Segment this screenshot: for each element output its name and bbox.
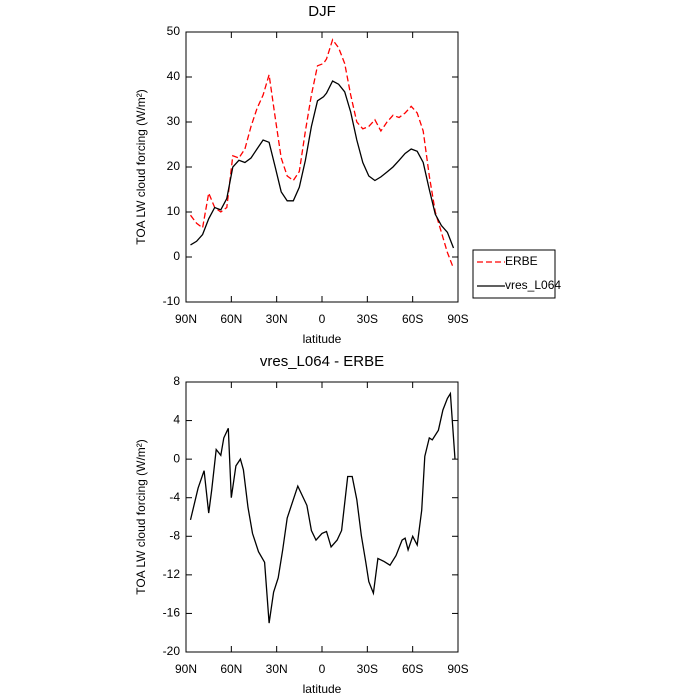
y-tick-label: 50: [167, 24, 181, 38]
x-axis-label: latitude: [303, 682, 342, 696]
x-tick-label: 30N: [266, 662, 288, 676]
x-tick-label: 90N: [175, 662, 197, 676]
x-tick-label: 60S: [402, 662, 423, 676]
data-line: [190, 80, 455, 249]
plot-frame: [185, 31, 459, 303]
y-tick-label: 8: [173, 374, 180, 388]
x-tick-label: 30S: [357, 662, 378, 676]
x-tick-label: 60N: [220, 662, 242, 676]
legend-label: ERBE: [505, 254, 538, 268]
x-tick-label: 90S: [447, 312, 468, 326]
y-axis-label: TOA LW cloud forcing (W/m²): [134, 89, 148, 245]
chart-title: DJF: [308, 3, 336, 20]
data-line: [189, 38, 455, 269]
y-tick-label: -16: [163, 606, 181, 620]
y-axis-label: TOA LW cloud forcing (W/m²): [134, 439, 148, 595]
y-tick-label: 40: [167, 69, 181, 83]
plot-frame: [185, 381, 459, 653]
x-tick-label: 60S: [402, 312, 423, 326]
x-tick-label: 90N: [175, 312, 197, 326]
y-tick-label: -20: [163, 644, 181, 658]
y-tick-label: 10: [167, 204, 181, 218]
legend-frame: [472, 249, 556, 299]
y-tick-label: -10: [163, 294, 181, 308]
y-tick-label: 30: [167, 114, 181, 128]
x-tick-label: 0: [319, 312, 326, 326]
chart-title: vres_L064 - ERBE: [260, 353, 384, 370]
x-tick-label: 90S: [447, 662, 468, 676]
y-tick-label: 20: [167, 159, 181, 173]
x-tick-label: 60N: [220, 312, 242, 326]
y-tick-label: 4: [173, 413, 180, 427]
y-tick-label: 0: [173, 249, 180, 263]
data-line: [189, 391, 456, 624]
x-tick-label: 30S: [357, 312, 378, 326]
y-tick-label: 0: [173, 451, 180, 465]
y-tick-label: -4: [169, 490, 180, 504]
x-tick-label: 30N: [266, 312, 288, 326]
legend-label: vres_L064: [505, 278, 561, 292]
x-axis-label: latitude: [303, 332, 342, 346]
x-tick-label: 0: [319, 662, 326, 676]
y-tick-label: -12: [163, 567, 181, 581]
y-tick-label: -8: [169, 528, 180, 542]
